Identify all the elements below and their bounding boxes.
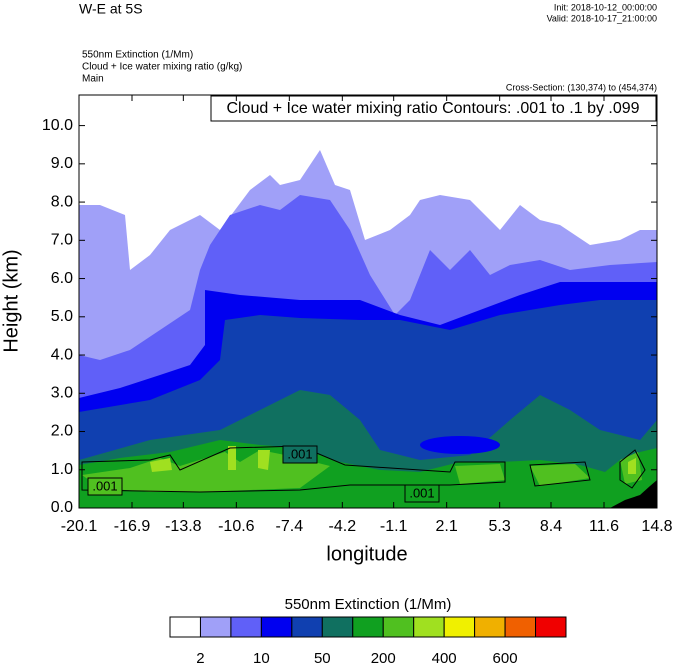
x-tick-label: -16.9 <box>114 518 151 535</box>
y-tick-label: 6.0 <box>51 270 73 287</box>
colorbar-box <box>169 616 201 638</box>
y-tick-label: 8.0 <box>51 193 73 210</box>
contour-info-box <box>210 95 657 122</box>
contour-fill <box>610 480 657 508</box>
valid-time: Valid: 2018-10-17_21:00:00 <box>547 13 657 23</box>
x-tick-label: -1.1 <box>380 518 408 535</box>
contour-fills <box>79 150 657 508</box>
contour-label: .001 <box>92 478 117 493</box>
y-tick-label: 4.0 <box>51 346 73 363</box>
contour-lines <box>81 445 646 493</box>
contour-fill <box>455 452 642 486</box>
colorbar-label: 10 <box>253 650 270 667</box>
contour-label-box <box>404 484 440 503</box>
contour-info: Cloud + Ice water mixing ratio Contours:… <box>226 100 639 117</box>
colorbar-box <box>504 616 537 638</box>
cross-section: Cross-Section: (130,374) to (454,374) <box>506 82 657 92</box>
field-label: Cloud + Ice water mixing ratio (g/kg) <box>82 62 242 73</box>
contour-label: .001 <box>409 485 434 500</box>
colorbar-box <box>321 616 354 638</box>
x-tick-label: -10.6 <box>218 518 255 535</box>
y-tick-label: 0.0 <box>51 499 73 516</box>
init-time: Init: 2018-10-12_00:00:00 <box>554 2 657 12</box>
chart-title: W-E at 5S <box>79 1 143 17</box>
x-tick-label: -7.4 <box>276 518 304 535</box>
contour-label-box <box>282 445 318 464</box>
contour-fill <box>420 436 500 454</box>
y-tick-label: 10.0 <box>42 117 73 134</box>
colorbar-box <box>443 616 476 638</box>
colorbar-box <box>260 616 293 638</box>
colorbar-label: 600 <box>493 650 518 667</box>
colorbar-box <box>474 616 506 638</box>
y-tick-label: 5.0 <box>51 308 73 325</box>
contour-label-box <box>87 477 123 496</box>
colorbar-label: 2 <box>196 650 204 667</box>
x-tick-label: -4.2 <box>329 518 357 535</box>
x-tick-label: 8.4 <box>540 518 562 535</box>
colorbar-label: 200 <box>371 650 396 667</box>
colorbar-box <box>291 616 323 638</box>
field-label: Main <box>82 74 104 85</box>
x-axis-label: longitude <box>326 543 407 565</box>
field-label: 550nm Extinction (1/Mm) <box>82 50 193 61</box>
colorbar-box <box>199 616 232 638</box>
x-tick-label: 14.8 <box>641 518 672 535</box>
colorbar-box <box>413 616 445 638</box>
contour-labels: .001 .001 .001 <box>87 445 440 503</box>
y-axis-label: Height (km) <box>0 249 22 352</box>
y-tick-label: 7.0 <box>51 232 73 249</box>
x-tick-label: -20.1 <box>61 518 98 535</box>
x-tick-label: -13.8 <box>165 518 202 535</box>
colorbar-box <box>352 616 384 638</box>
colorbar-box <box>230 616 262 638</box>
y-tick-label: 3.0 <box>51 384 73 401</box>
y-tick-label: 9.0 <box>51 155 73 172</box>
x-tick-label: 11.6 <box>589 518 619 535</box>
colorbar-title: 550nm Extinction (1/Mm) <box>285 596 452 613</box>
colorbar-label: 50 <box>314 650 331 667</box>
colorbar-label: 400 <box>432 650 457 667</box>
contour-label: .001 <box>287 446 312 461</box>
y-tick-label: 1.0 <box>51 461 73 478</box>
colorbar-box <box>535 616 567 638</box>
y-tick-label: 2.0 <box>51 423 73 440</box>
plot-frame <box>78 94 658 509</box>
x-tick-label: 5.3 <box>489 518 511 535</box>
x-tick-label: 2.1 <box>436 518 458 535</box>
colorbar-box <box>382 616 415 638</box>
